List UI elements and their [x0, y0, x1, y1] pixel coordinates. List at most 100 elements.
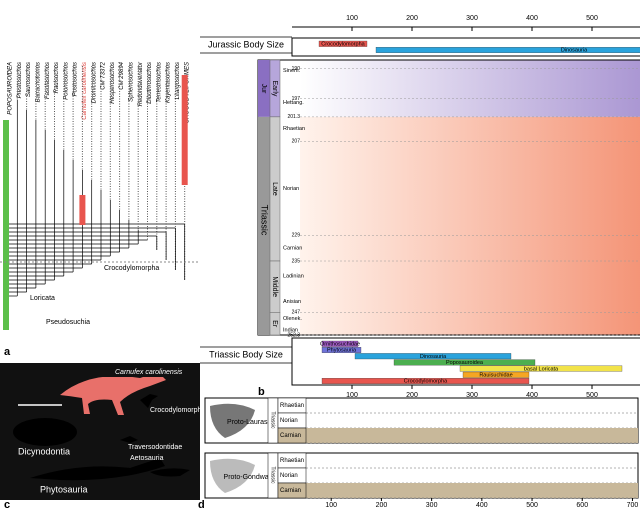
taxon-label: Fasolasuchus — [45, 62, 51, 99]
stage-label: Hettang. — [283, 100, 304, 106]
age-tick-label: 197 — [292, 96, 301, 102]
size-bar — [321, 347, 362, 353]
taxon-label: Hesperosuchus — [110, 62, 116, 104]
triassic-bg — [300, 116, 640, 335]
silhouette-label: Dicynodontia — [18, 446, 70, 456]
x-tick-label: 100 — [346, 15, 358, 22]
map — [210, 458, 255, 493]
stage-label: Carnian — [280, 488, 301, 494]
panel-label: d — [198, 499, 205, 510]
x-tick-label: 400 — [526, 392, 538, 399]
taxon-label: Saurosuchus — [26, 62, 32, 97]
epoch-label: Late — [271, 182, 278, 196]
taxon-label: Terrestrisuchus — [156, 62, 162, 103]
stage-box — [277, 427, 307, 444]
period-label: Triassic — [260, 205, 270, 236]
taxon-label: Rauisuchus — [54, 62, 60, 93]
size-bar-label: Crocodylomorpha — [321, 41, 365, 47]
taxon-label: Prestosuchus — [17, 62, 23, 98]
region-label: Proto-Laurasia — [227, 419, 273, 426]
size-bar — [321, 340, 359, 347]
size-bar-label: Dinosauria — [561, 48, 588, 54]
region-label: Proto-Gondwana — [224, 474, 277, 481]
size-bar-label: Rauisuchidae — [479, 372, 512, 378]
x-tick-label: 100 — [325, 502, 337, 509]
size-bar — [393, 359, 536, 366]
x-tick-label: 300 — [426, 502, 438, 509]
size-bar-label: Ornithosuchidae — [320, 341, 360, 347]
x-tick-label: 400 — [476, 502, 488, 509]
x-tick-label: 600 — [576, 502, 588, 509]
body-size-title: Triassic Body Size — [209, 349, 283, 359]
x-tick-label: 400 — [526, 15, 538, 22]
dicynodont-silhouette — [13, 418, 77, 446]
title-bg — [0, 365, 200, 377]
taxon-label: Batrachotomus — [35, 62, 41, 102]
silhouette-label: Aetosauria — [130, 455, 164, 462]
silhouette-label: Traversodontidae — [128, 444, 182, 451]
panel-label: c — [4, 499, 10, 510]
age-tick-label: 247 — [292, 310, 301, 316]
stage-label: Rhaetian — [280, 403, 304, 409]
taxon-label: Postosuchus — [73, 62, 79, 96]
silhouette-label: Carnufex carolinensis — [115, 369, 183, 376]
epoch-label: Er — [271, 320, 278, 328]
stage-label: Norian — [280, 473, 298, 479]
crocodylomorph-silhouette — [140, 394, 158, 408]
period-box — [258, 116, 270, 335]
range-bar — [3, 120, 9, 330]
carnian-bg — [306, 483, 638, 498]
taxon-label: Kayentasuchus — [166, 62, 172, 103]
panel-label: b — [258, 386, 265, 398]
x-tick-label: 200 — [406, 392, 418, 399]
x-tick-label: 200 — [406, 15, 418, 22]
stage-label: Rhaetian — [280, 458, 304, 464]
stage-label: Sinem. — [283, 68, 301, 74]
age-tick-label: 229 — [292, 233, 301, 239]
silhouette-label: Phytosauria — [40, 484, 88, 494]
epoch-box — [269, 312, 281, 336]
stage-label: Ladinian — [283, 273, 304, 279]
taxon-label: CM 29894 — [119, 61, 125, 89]
stage-label: Rhaetian — [283, 126, 305, 132]
aetosaur-silhouette — [150, 468, 190, 477]
period-label: Triassic — [270, 411, 276, 429]
size-bar-label: Crocodylomorpha — [404, 379, 448, 385]
stage-label: Norian — [280, 418, 298, 424]
age-tick-label: 252.3 — [287, 332, 300, 338]
map — [210, 403, 255, 438]
stage-label: Olenek. — [283, 316, 302, 322]
phytosaur-silhouette — [30, 458, 165, 481]
stage-label: Indian — [283, 328, 298, 334]
period-label: Triassic — [270, 466, 276, 484]
taxon-label: Carnufex carolinensis — [82, 62, 88, 120]
silhouette-label: Crocodylomorpha — [150, 407, 205, 414]
jurassic-bg — [300, 60, 640, 117]
bracket — [200, 36, 292, 54]
size-bar-label: Poposauroidea — [446, 360, 484, 366]
age-tick-label: 201.3 — [287, 114, 300, 120]
size-bar-label: basal Loricata — [524, 366, 559, 372]
x-tick-label: 100 — [346, 392, 358, 399]
size-bar — [459, 365, 623, 372]
x-tick-label: 500 — [586, 15, 598, 22]
period-box — [258, 60, 270, 117]
x-tick-label: 200 — [376, 502, 388, 509]
size-bar — [318, 40, 368, 47]
clade-label: Crocodylomorpha — [104, 265, 159, 272]
period-label: Jur — [260, 84, 267, 94]
taxon-label: Dromicosuchus — [91, 62, 97, 103]
clade-label: Pseudosuchia — [46, 319, 90, 326]
range-bar — [181, 75, 188, 185]
traversodont-silhouette — [120, 436, 138, 443]
clade-label: Loricata — [30, 295, 55, 302]
stage-label: Norian — [283, 186, 299, 192]
size-bar — [375, 47, 640, 53]
body-size-frame — [291, 37, 640, 57]
size-bar — [354, 353, 512, 360]
x-tick-label: 700 — [627, 502, 639, 509]
panel-label: a — [4, 346, 11, 358]
size-bar — [321, 378, 530, 384]
taxon-label: Litargosuchus — [175, 62, 181, 99]
